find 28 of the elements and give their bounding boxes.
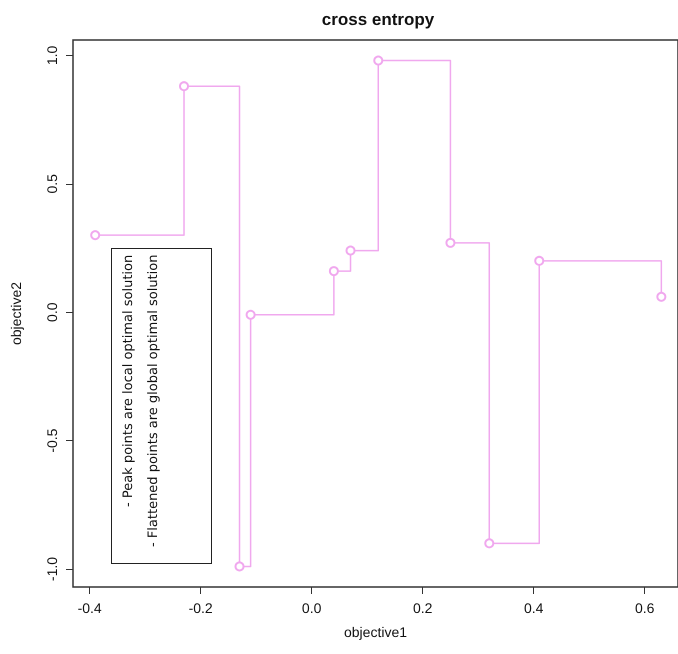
y-tick-label: 0.5 [44,174,60,194]
point [179,81,190,92]
point [445,238,456,248]
x-tick-label: -0.4 [78,600,102,616]
point [656,292,666,302]
point [234,561,245,572]
point [328,266,339,276]
y-tick-label: -1.0 [44,556,60,582]
note-box: - Peak points are local optimal solution - Flattened points are global optimal solution [111,248,212,564]
y-tick-label: 1.0 [44,45,60,66]
x-axis-title: objective1 [344,624,408,640]
annotation: - Flattened points are global optimal solution [145,255,162,550]
point [373,56,384,66]
point [90,230,100,240]
point [246,310,256,320]
y-tick-label: -0.5 [44,428,60,453]
y-tick-label: 0.0 [44,302,60,322]
y-axis-title: objective2 [8,282,24,346]
x-tick-label: 0.4 [524,600,544,616]
annotation: - Peak points are local optimal solution [120,255,137,510]
x-tick-label: -0.2 [188,600,213,616]
point [534,256,544,266]
point [484,538,494,548]
x-tick-label: 0.6 [634,600,655,616]
chart-title: cross entropy [322,10,435,29]
x-tick-label: 0.0 [302,600,322,616]
point [346,246,356,256]
x-tick-label: 0.2 [412,600,433,616]
